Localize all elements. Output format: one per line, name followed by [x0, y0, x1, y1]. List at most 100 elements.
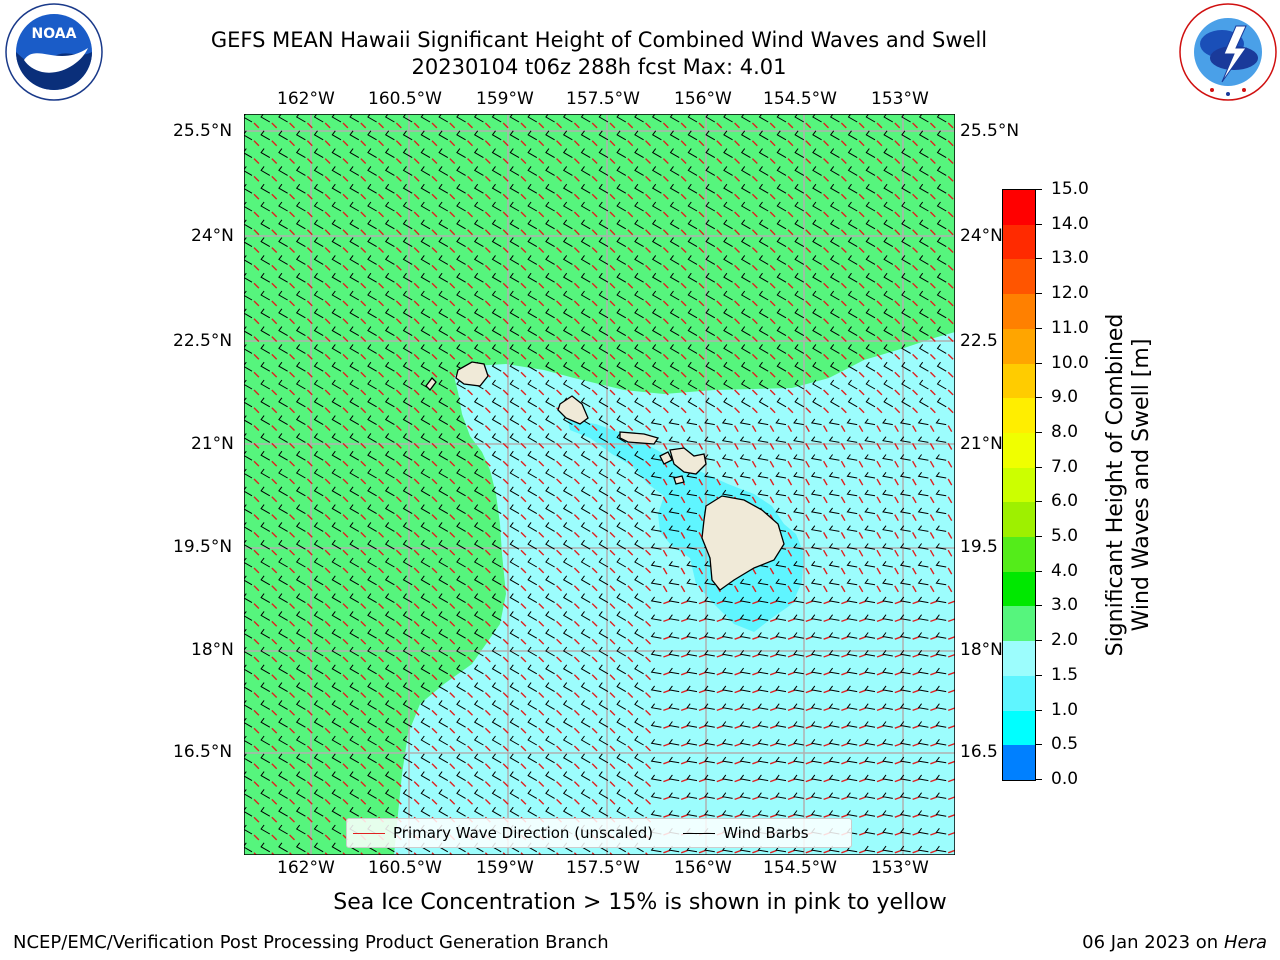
wave-direction-arrow: [734, 247, 740, 253]
wave-direction-arrow: [823, 193, 829, 200]
wind-barb: [721, 454, 733, 461]
wind-barb: [846, 561, 858, 568]
wave-direction-arrow: [840, 282, 847, 289]
wave-direction-arrow: [538, 620, 545, 627]
lon-tick-bottom: 157.5°W: [566, 858, 640, 878]
wind-barb: [402, 753, 413, 764]
wave-direction-arrow: [716, 122, 723, 129]
wave-direction-arrow: [342, 282, 349, 289]
wave-direction-arrow: [805, 653, 813, 658]
wind-barb: [402, 166, 413, 176]
wind-barb: [367, 415, 377, 426]
wave-direction-arrow: [591, 763, 598, 770]
wave-direction-arrow: [627, 531, 634, 538]
wave-direction-arrow: [413, 371, 420, 378]
wave-direction-arrow: [395, 247, 402, 253]
wave-direction-arrow: [324, 282, 331, 289]
wind-barb: [793, 650, 804, 657]
wave-direction-arrow: [769, 371, 776, 378]
wave-direction-arrow: [805, 478, 810, 486]
wave-direction-arrow: [431, 282, 438, 289]
wave-direction-arrow: [360, 638, 367, 645]
wave-direction-arrow: [324, 460, 331, 467]
wind-barb: [829, 219, 840, 230]
wave-direction-arrow: [449, 656, 456, 663]
wind-barb: [367, 255, 377, 265]
wave-direction-arrow: [431, 531, 438, 538]
colorbar-tick-mark: [1036, 570, 1042, 572]
wind-barb: [260, 433, 271, 443]
wave-direction-arrow: [627, 425, 634, 431]
wave-direction-arrow: [716, 636, 724, 640]
wave-direction-arrow: [840, 514, 846, 522]
wind-barb: [384, 361, 395, 372]
wave-direction-arrow: [449, 318, 456, 325]
wind-barb: [793, 792, 804, 799]
wave-direction-arrow: [751, 336, 758, 342]
wind-barb: [598, 611, 609, 621]
wave-direction-arrow: [752, 671, 760, 676]
wind-barb: [758, 130, 769, 141]
wind-barb: [704, 739, 715, 746]
wave-direction-arrow: [538, 389, 545, 396]
wave-direction-arrow: [253, 158, 260, 164]
wind-barb: [367, 504, 377, 515]
wind-barb: [313, 326, 324, 337]
wind-barb: [473, 806, 484, 817]
wave-direction-arrow: [502, 549, 509, 556]
wind-barb: [562, 130, 573, 141]
wind-barb: [349, 611, 360, 621]
wave-direction-arrow: [752, 725, 760, 729]
wave-direction-arrow: [538, 567, 545, 574]
wind-barb: [349, 771, 360, 782]
wave-direction-arrow: [734, 318, 740, 325]
wind-barb: [349, 700, 360, 710]
wind-barb: [562, 753, 573, 764]
wind-barb: [810, 418, 822, 426]
wind-barb: [278, 735, 288, 746]
wave-direction-arrow: [253, 620, 260, 627]
wave-direction-arrow: [467, 389, 473, 396]
wave-direction-arrow: [342, 122, 349, 129]
wave-direction-arrow: [289, 193, 295, 200]
wave-direction-arrow: [876, 175, 883, 182]
wind-barb: [527, 539, 538, 550]
wind-barb: [349, 272, 360, 283]
wave-direction-arrow: [805, 814, 813, 818]
wind-barb: [438, 290, 449, 301]
wave-direction-arrow: [591, 158, 598, 164]
wave-direction-arrow: [769, 122, 776, 129]
wind-barb: [509, 397, 520, 408]
wind-barb: [456, 700, 466, 710]
wind-barb: [865, 148, 876, 159]
wave-direction-arrow: [324, 175, 331, 182]
wind-barb: [545, 468, 555, 479]
wind-barb: [509, 557, 520, 568]
wind-barb: [775, 667, 787, 675]
wind-barb: [936, 308, 947, 319]
wave-direction-arrow: [911, 443, 917, 450]
wind-barb: [901, 290, 911, 301]
wind-barb: [705, 272, 716, 283]
wave-direction-arrow: [734, 760, 742, 765]
wind-barb: [616, 397, 627, 408]
wave-direction-arrow: [662, 514, 668, 522]
wave-direction-arrow: [289, 211, 295, 218]
wave-direction-arrow: [449, 478, 456, 485]
wind-barb: [899, 436, 911, 443]
wind-barb: [721, 792, 733, 799]
wave-direction-arrow: [556, 514, 562, 520]
wind-barb: [634, 219, 644, 230]
wave-direction-arrow: [324, 763, 331, 770]
wave-direction-arrow: [538, 318, 545, 325]
wave-direction-arrow: [912, 158, 918, 164]
wave-direction-arrow: [591, 353, 598, 360]
wind-barb: [634, 272, 644, 283]
wind-barb: [313, 201, 324, 212]
wave-direction-arrow: [680, 760, 689, 765]
wave-direction-arrow: [573, 852, 578, 855]
wind-barb: [634, 183, 644, 194]
wave-direction-arrow: [609, 567, 616, 574]
wave-direction-arrow: [538, 585, 545, 592]
wind-barb: [812, 183, 822, 194]
